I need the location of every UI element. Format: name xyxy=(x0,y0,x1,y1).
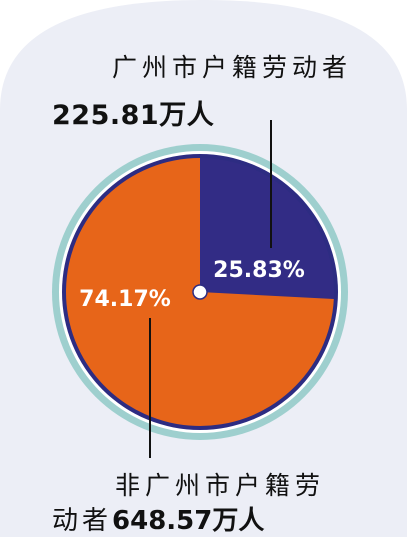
pie-data-labels: 25.83% 74.17% xyxy=(79,258,305,312)
data-label-local: 25.83% xyxy=(213,258,305,283)
nonlocal-workers-title: 非广州市户籍劳 xyxy=(115,471,326,500)
nonlocal-workers-title-cont: 动者 xyxy=(52,506,113,536)
pie-center-dot xyxy=(192,284,208,300)
nonlocal-workers-value: 648.57万人 xyxy=(112,506,265,536)
data-label-nonlocal: 74.17% xyxy=(79,287,171,312)
local-workers-value: 225.81万人 xyxy=(52,100,215,131)
local-workers-title: 广州市户籍劳动者 xyxy=(112,53,353,82)
nonlocal-workers-value-line: 动者648.57万人 xyxy=(52,500,264,537)
pie-slice-local xyxy=(200,158,334,299)
